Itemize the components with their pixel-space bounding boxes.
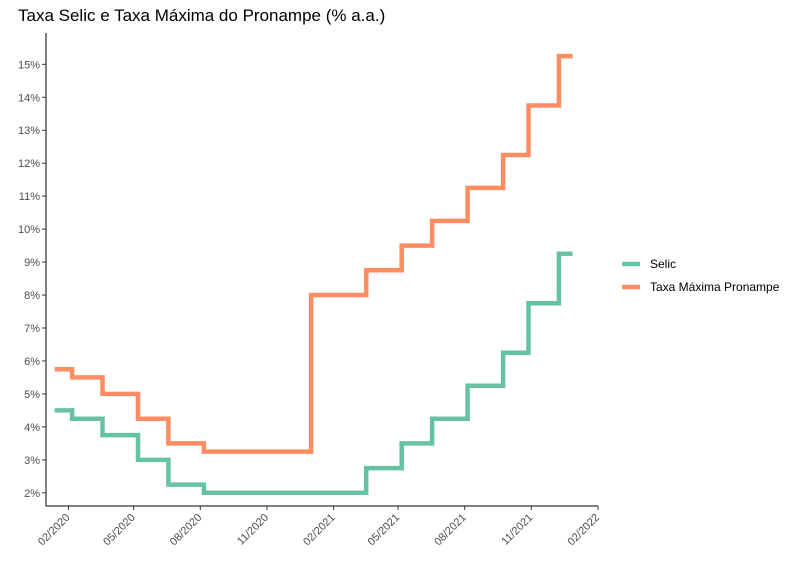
y-tick-label: 10% — [18, 224, 40, 236]
x-tick-label: 11/2021 — [499, 512, 535, 548]
x-tick-label: 02/2022 — [566, 512, 603, 549]
chart-title: Taxa Selic e Taxa Máxima do Pronampe (% … — [18, 6, 386, 25]
x-tick-label: 02/2021 — [301, 512, 338, 549]
y-tick-label: 3% — [24, 455, 40, 467]
y-tick-label: 13% — [18, 125, 40, 137]
legend-label: Selic — [650, 257, 676, 271]
x-tick-label: 05/2020 — [101, 512, 138, 549]
y-tick-label: 4% — [24, 422, 40, 434]
y-tick-label: 6% — [24, 356, 40, 368]
y-tick-label: 11% — [19, 191, 40, 203]
x-tick-label: 05/2021 — [366, 512, 403, 549]
x-tick-label: 11/2020 — [235, 512, 271, 548]
legend-label: Taxa Máxima Pronampe — [650, 280, 780, 294]
y-tick-label: 7% — [24, 323, 40, 335]
x-tick-label: 02/2020 — [36, 512, 73, 549]
y-tick-label: 9% — [24, 257, 40, 269]
x-tick-label: 08/2020 — [168, 512, 205, 549]
y-tick-label: 5% — [24, 389, 40, 401]
y-tick-label: 12% — [18, 158, 40, 170]
series-line-1 — [54, 53, 573, 454]
y-tick-label: 8% — [24, 290, 40, 302]
y-tick-label: 15% — [18, 59, 40, 71]
y-tick-label: 14% — [18, 92, 40, 104]
y-tick-label: 2% — [24, 488, 40, 500]
series-line-0 — [54, 251, 573, 496]
x-tick-label: 08/2021 — [432, 512, 469, 549]
